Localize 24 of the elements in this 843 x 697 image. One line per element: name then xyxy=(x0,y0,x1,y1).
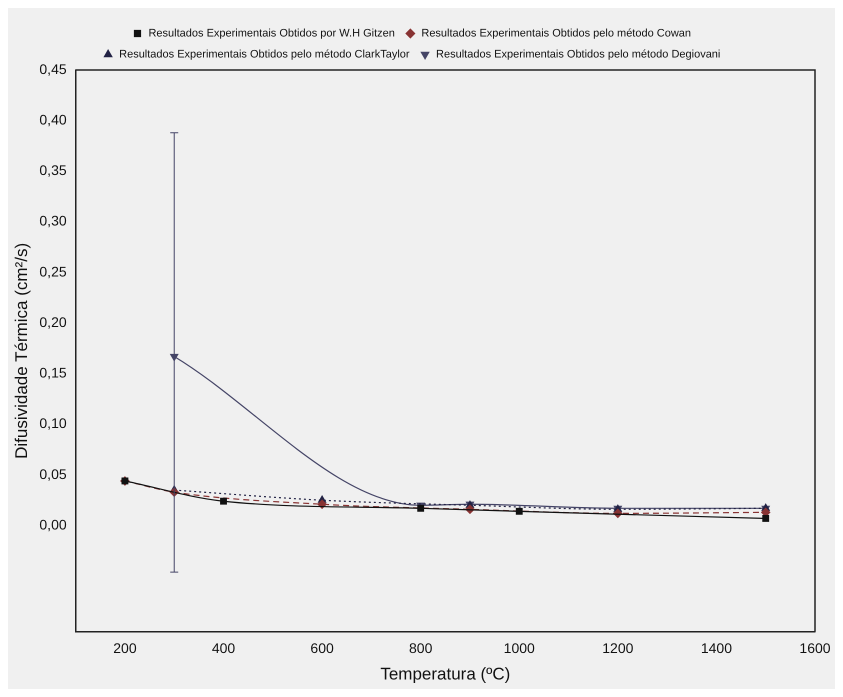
x-tick-label: 600 xyxy=(310,640,334,656)
legend-label: Resultados Experimentais Obtidos pelo método Cowan xyxy=(421,28,692,40)
legend-label: Resultados Experimentais Obtidos pelo método ClarkTaylor xyxy=(119,48,410,61)
y-tick-label: 0,35 xyxy=(39,162,67,178)
x-axis-title: Temperatura (ºC) xyxy=(380,664,510,684)
y-tick-label: 0,05 xyxy=(39,466,67,482)
x-tick-label: 1000 xyxy=(504,640,536,656)
x-tick-label: 400 xyxy=(212,640,236,656)
legend-label: Resultados Experimentais Obtidos pelo método Degiovani xyxy=(436,48,720,61)
y-tick-label: 0,45 xyxy=(39,60,67,77)
y-tick-label: 0,25 xyxy=(39,263,67,280)
x-tick-label: 200 xyxy=(113,640,137,656)
y-axis-title: Difusividade Térmica (cm²/s) xyxy=(12,242,31,459)
y-tick-label: 0,30 xyxy=(39,212,67,229)
x-tick-label: 1600 xyxy=(799,640,831,656)
y-tick-label: 0,40 xyxy=(39,111,67,128)
y-tick-label: 0,10 xyxy=(39,415,67,432)
legend-label: Resultados Experimentais Obtidos por W.H Gitzen xyxy=(148,28,395,40)
y-tick-label: 0,00 xyxy=(39,516,67,532)
y-tick-label: 0,20 xyxy=(39,314,67,330)
x-tick-label: 1200 xyxy=(602,640,634,656)
y-tick-label: 0,15 xyxy=(39,364,67,381)
x-tick-label: 1400 xyxy=(700,640,732,656)
x-tick-label: 800 xyxy=(409,640,433,656)
